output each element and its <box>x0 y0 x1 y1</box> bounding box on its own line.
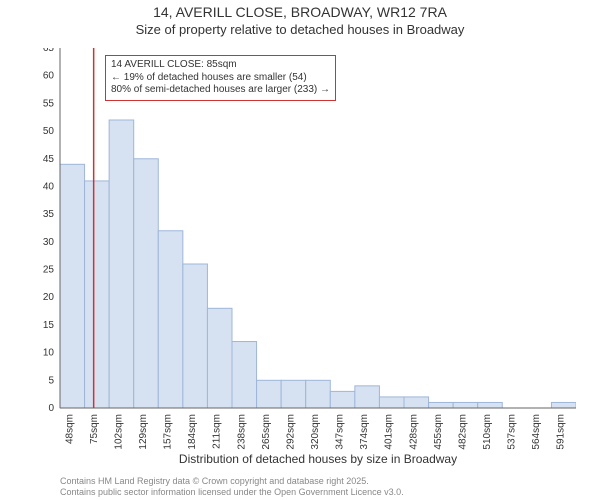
svg-text:10: 10 <box>43 348 55 359</box>
svg-text:75sqm: 75sqm <box>89 414 100 444</box>
svg-text:40: 40 <box>43 181 55 192</box>
svg-text:55: 55 <box>43 98 55 109</box>
svg-text:5: 5 <box>48 375 54 386</box>
svg-text:455sqm: 455sqm <box>433 414 444 450</box>
plot-area: 0510152025303540455055606548sqm75sqm102s… <box>60 48 576 408</box>
svg-text:564sqm: 564sqm <box>531 414 542 450</box>
svg-text:60: 60 <box>43 71 55 82</box>
svg-text:292sqm: 292sqm <box>285 414 296 450</box>
annotation-line-2: ← 19% of detached houses are smaller (54… <box>111 72 330 85</box>
svg-text:428sqm: 428sqm <box>408 414 419 450</box>
svg-text:591sqm: 591sqm <box>556 414 567 450</box>
svg-text:65: 65 <box>43 48 55 54</box>
svg-text:48sqm: 48sqm <box>64 414 75 444</box>
svg-text:15: 15 <box>43 320 55 331</box>
svg-text:20: 20 <box>43 292 55 303</box>
annotation-line-3: 80% of semi-detached houses are larger (… <box>111 84 330 97</box>
chart-container: 14, AVERILL CLOSE, BROADWAY, WR12 7RA Si… <box>0 0 600 500</box>
svg-text:45: 45 <box>43 154 55 165</box>
svg-text:265sqm: 265sqm <box>261 414 272 450</box>
svg-text:30: 30 <box>43 237 55 248</box>
svg-text:211sqm: 211sqm <box>212 414 223 449</box>
svg-text:482sqm: 482sqm <box>457 414 468 450</box>
svg-text:374sqm: 374sqm <box>359 414 370 450</box>
svg-text:510sqm: 510sqm <box>482 414 493 450</box>
svg-text:184sqm: 184sqm <box>187 414 198 450</box>
svg-text:347sqm: 347sqm <box>335 414 346 450</box>
histogram-svg: 0 5 10 15 20 25 30 35 40 45 50 55 60 65 48sqm 75sqm 102s… <box>32 48 576 468</box>
svg-text:401sqm: 401sqm <box>384 414 395 450</box>
page-title: 14, AVERILL CLOSE, BROADWAY, WR12 7RA <box>0 0 600 20</box>
annotation-box: 14 AVERILL CLOSE: 85sqm ← 19% of detache… <box>105 55 336 101</box>
annotation-line-1: 14 AVERILL CLOSE: 85sqm <box>111 59 330 72</box>
credit-line-2: Contains public sector information licen… <box>60 487 404 498</box>
svg-text:129sqm: 129sqm <box>138 414 149 450</box>
svg-text:320sqm: 320sqm <box>310 414 321 450</box>
svg-text:0: 0 <box>48 403 54 414</box>
svg-text:50: 50 <box>43 126 55 137</box>
page-subtitle: Size of property relative to detached ho… <box>0 20 600 37</box>
svg-text:238sqm: 238sqm <box>236 414 247 450</box>
credits: Contains HM Land Registry data © Crown c… <box>60 476 404 498</box>
credit-line-1: Contains HM Land Registry data © Crown c… <box>60 476 404 487</box>
svg-text:102sqm: 102sqm <box>113 414 124 450</box>
svg-text:35: 35 <box>43 209 55 220</box>
svg-text:157sqm: 157sqm <box>163 414 174 450</box>
x-axis-title: Distribution of detached houses by size … <box>60 452 576 466</box>
svg-text:25: 25 <box>43 265 55 276</box>
svg-text:537sqm: 537sqm <box>507 414 518 450</box>
